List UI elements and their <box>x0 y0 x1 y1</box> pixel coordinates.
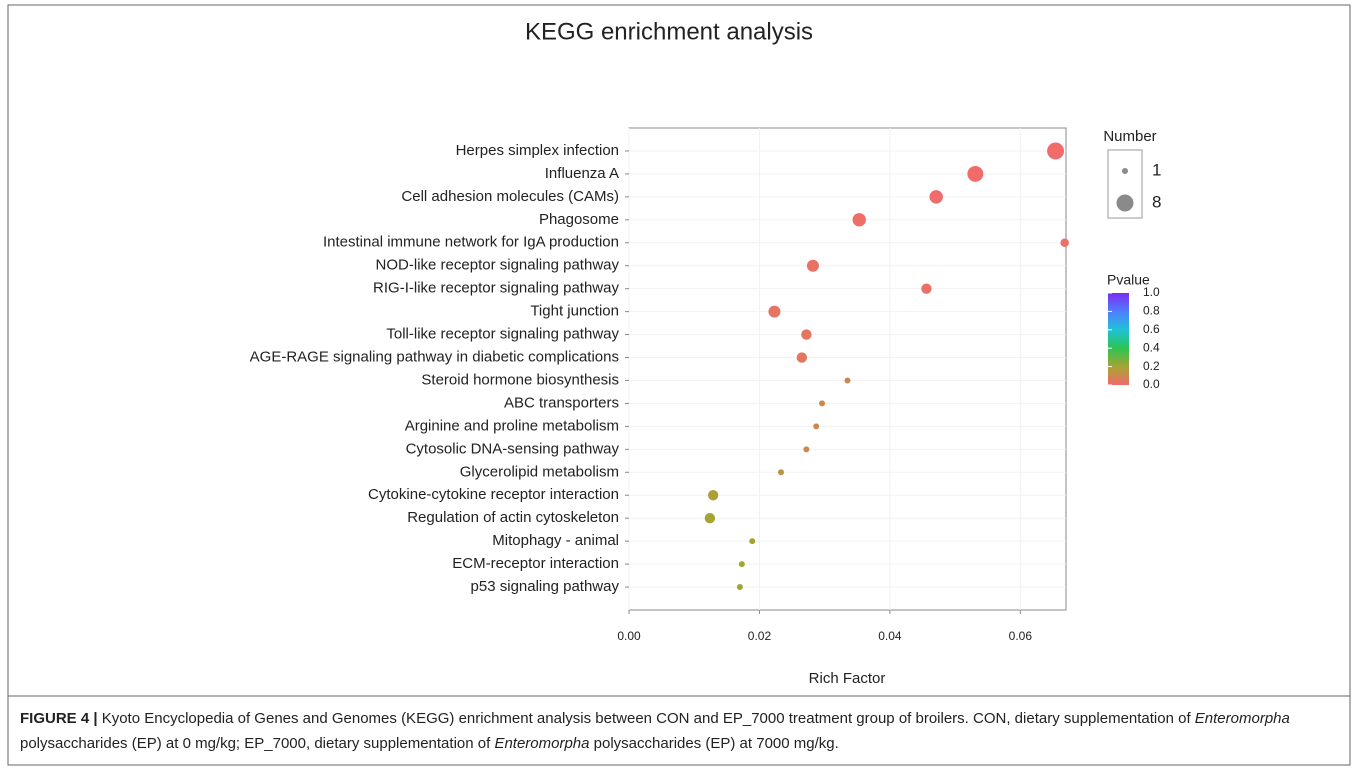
bubble <box>1060 238 1069 248</box>
figure-border <box>7 4 1351 766</box>
caption-italic: Enteromorpha <box>494 735 590 752</box>
bubble <box>768 305 781 318</box>
y-tick-label: AGE-RAGE signaling pathway in diabetic c… <box>250 348 619 365</box>
size-legend-label: 8 <box>1152 192 1161 211</box>
size-legend-title: Number <box>1103 128 1156 145</box>
size-legend-box <box>1107 149 1143 219</box>
y-tick-label: Phagosome <box>539 211 619 228</box>
y-tick-label: RIG-I-like receptor signaling pathway <box>373 280 619 297</box>
y-tick-label: Glycerolipid metabolism <box>460 463 619 480</box>
x-tick-label: 0.04 <box>878 629 902 643</box>
bubble <box>1047 142 1065 160</box>
bubble <box>929 190 943 204</box>
bubble <box>777 469 784 476</box>
y-tick-label: Regulation of actin cytoskeleton <box>407 509 619 526</box>
y-tick-label: Steroid hormone biosynthesis <box>421 371 619 388</box>
y-tick-label: Cell adhesion molecules (CAMs) <box>401 188 619 205</box>
colorbar-label: 1.0 <box>1143 285 1160 299</box>
bubble <box>819 400 826 407</box>
colorbar-label: 0.8 <box>1143 304 1160 318</box>
bubble <box>921 283 932 294</box>
bubble <box>796 352 808 363</box>
bubble <box>844 377 851 384</box>
size-legend-key <box>1116 194 1134 212</box>
bubble <box>704 512 716 524</box>
x-tick-label: 0.06 <box>1009 629 1033 643</box>
y-tick-label: Tight junction <box>530 303 619 320</box>
plot-panel <box>628 127 1067 611</box>
y-tick-label: Mitophagy - animal <box>492 532 619 549</box>
y-tick-label: p53 signaling pathway <box>471 578 620 595</box>
y-tick-label: Cytokine-cytokine receptor interaction <box>368 486 619 503</box>
caption-label: FIGURE 4 | <box>20 710 98 727</box>
colorbar-label: 0.2 <box>1143 359 1160 373</box>
bubble <box>803 446 810 453</box>
y-tick-label: Herpes simplex infection <box>456 142 619 159</box>
y-tick-label: Arginine and proline metabolism <box>405 417 619 434</box>
caption-text: Kyoto Encyclopedia of Genes and Genomes … <box>97 710 1195 727</box>
bubble <box>736 584 743 591</box>
chart-title: KEGG enrichment analysis <box>525 18 813 45</box>
caption-italic: Enteromorpha <box>1194 710 1290 727</box>
caption: FIGURE 4 | Kyoto Encyclopedia of Genes a… <box>20 706 1340 756</box>
y-tick-label: Cytosolic DNA-sensing pathway <box>406 440 620 457</box>
y-tick-label: Intestinal immune network for IgA produc… <box>323 234 619 251</box>
colorbar <box>1108 293 1129 385</box>
bubble <box>813 423 820 430</box>
bubble <box>801 329 812 340</box>
bubble <box>852 213 866 227</box>
bubble <box>738 561 745 568</box>
colorbar-label: 0.6 <box>1143 322 1160 336</box>
colorbar-label: 0.0 <box>1143 377 1160 391</box>
x-axis-title: Rich Factor <box>809 670 886 687</box>
y-tick-label: Influenza A <box>545 165 619 182</box>
bubble <box>749 538 756 545</box>
bubble <box>707 490 719 501</box>
bubble <box>806 259 819 272</box>
y-tick-label: ECM-receptor interaction <box>452 555 619 572</box>
size-legend-key <box>1121 167 1129 175</box>
y-tick-label: NOD-like receptor signaling pathway <box>376 257 620 274</box>
y-tick-label: ABC transporters <box>504 394 619 411</box>
caption-text: polysaccharides (EP) at 7000 mg/kg. <box>589 735 839 752</box>
x-tick-label: 0.02 <box>748 629 772 643</box>
bubble <box>967 165 984 182</box>
x-tick-label: 0.00 <box>617 629 641 643</box>
size-legend-label: 1 <box>1152 160 1161 179</box>
y-tick-label: Toll-like receptor signaling pathway <box>386 326 619 343</box>
color-legend-title: Pvalue <box>1107 272 1150 288</box>
colorbar-label: 0.4 <box>1143 340 1160 354</box>
caption-text: polysaccharides (EP) at 0 mg/kg; EP_7000… <box>20 735 495 752</box>
